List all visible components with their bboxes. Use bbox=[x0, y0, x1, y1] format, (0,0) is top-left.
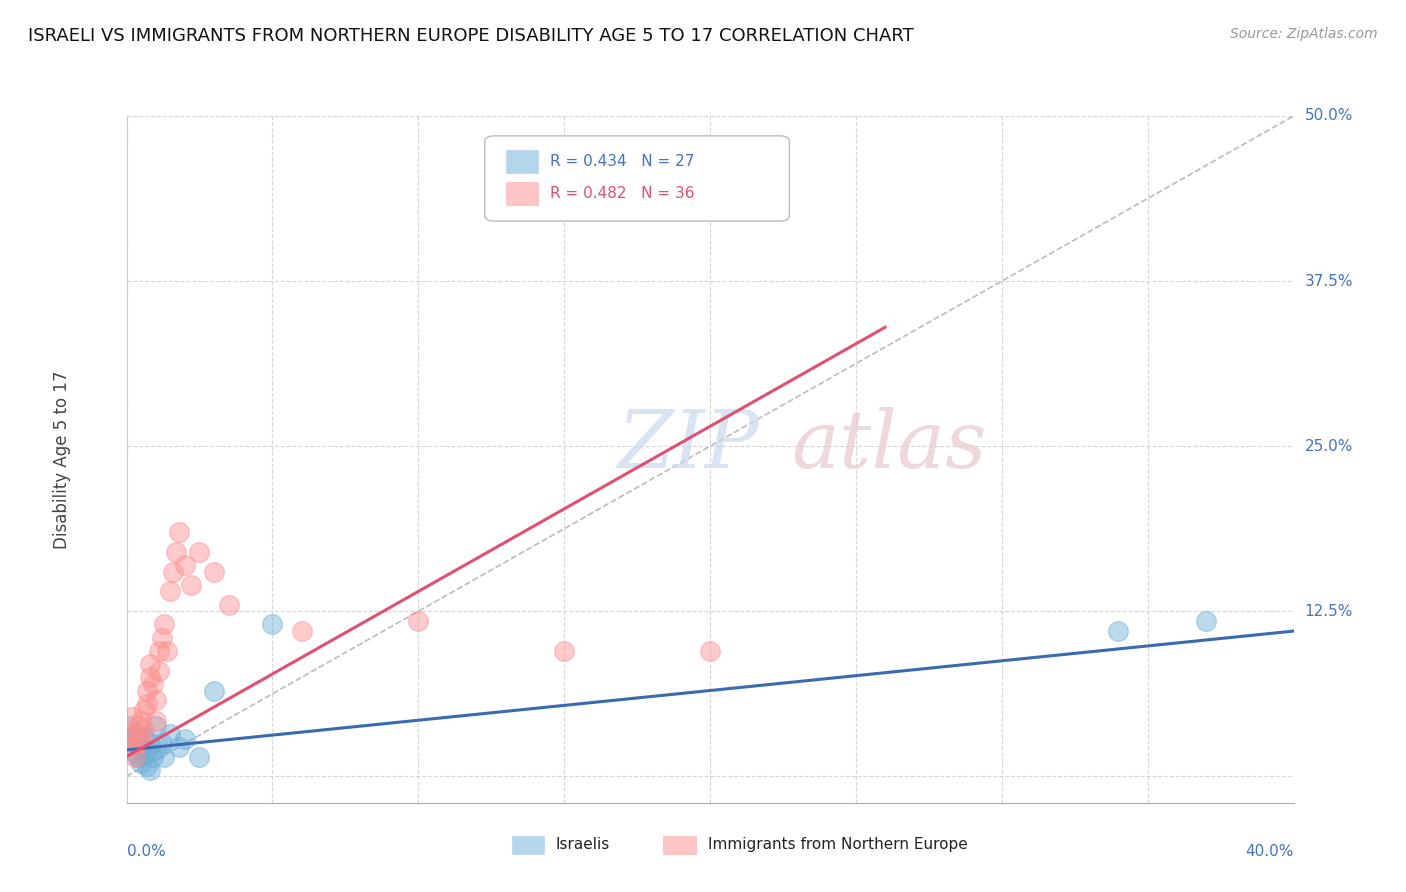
Point bbox=[156, 644, 179, 658]
Point bbox=[136, 759, 159, 773]
Point bbox=[153, 617, 176, 632]
Point bbox=[145, 743, 167, 757]
Text: R = 0.434   N = 27: R = 0.434 N = 27 bbox=[550, 153, 695, 169]
Point bbox=[139, 670, 162, 684]
FancyBboxPatch shape bbox=[664, 836, 696, 855]
Point bbox=[150, 631, 173, 645]
Point bbox=[167, 524, 190, 539]
Point bbox=[1108, 624, 1130, 639]
Point bbox=[145, 692, 167, 706]
Point bbox=[180, 578, 202, 592]
Text: R = 0.482   N = 36: R = 0.482 N = 36 bbox=[550, 186, 695, 201]
Point bbox=[153, 749, 176, 764]
Point bbox=[188, 545, 211, 559]
Text: Source: ZipAtlas.com: Source: ZipAtlas.com bbox=[1230, 27, 1378, 41]
Text: ISRAELI VS IMMIGRANTS FROM NORTHERN EUROPE DISABILITY AGE 5 TO 17 CORRELATION CH: ISRAELI VS IMMIGRANTS FROM NORTHERN EURO… bbox=[28, 27, 914, 45]
Point bbox=[159, 584, 181, 599]
Text: ZIP: ZIP bbox=[617, 407, 758, 484]
Point bbox=[174, 558, 197, 572]
Point bbox=[136, 683, 159, 698]
Point bbox=[129, 756, 152, 771]
Text: atlas: atlas bbox=[792, 407, 987, 484]
Point bbox=[136, 743, 159, 757]
Point bbox=[139, 657, 162, 672]
Point bbox=[148, 644, 170, 658]
Point bbox=[142, 749, 165, 764]
Point bbox=[132, 703, 155, 717]
Text: 40.0%: 40.0% bbox=[1246, 844, 1294, 859]
FancyBboxPatch shape bbox=[512, 836, 544, 855]
Text: 0.0%: 0.0% bbox=[127, 844, 166, 859]
Point bbox=[121, 710, 143, 724]
Point bbox=[162, 565, 184, 579]
Point bbox=[174, 732, 197, 747]
Point bbox=[124, 749, 146, 764]
Point bbox=[129, 714, 152, 728]
FancyBboxPatch shape bbox=[506, 150, 538, 173]
Point bbox=[129, 740, 152, 755]
Point bbox=[127, 749, 149, 764]
Point bbox=[408, 614, 430, 628]
Point bbox=[121, 740, 143, 755]
Text: 37.5%: 37.5% bbox=[1305, 274, 1353, 289]
Point bbox=[118, 719, 141, 733]
Point bbox=[127, 719, 149, 733]
Point bbox=[699, 644, 721, 658]
Point bbox=[132, 730, 155, 744]
Text: 12.5%: 12.5% bbox=[1305, 604, 1353, 619]
Point bbox=[124, 746, 146, 760]
Point bbox=[142, 677, 165, 691]
Text: Immigrants from Northern Europe: Immigrants from Northern Europe bbox=[707, 837, 967, 852]
Point bbox=[1195, 614, 1218, 628]
Point bbox=[150, 736, 173, 750]
Text: Disability Age 5 to 17: Disability Age 5 to 17 bbox=[53, 370, 72, 549]
Point bbox=[202, 683, 225, 698]
Point bbox=[124, 727, 146, 741]
Point bbox=[218, 598, 240, 612]
Point bbox=[148, 664, 170, 678]
Point bbox=[132, 746, 155, 760]
Point bbox=[165, 545, 187, 559]
Point bbox=[136, 697, 159, 711]
Point bbox=[129, 732, 152, 747]
FancyBboxPatch shape bbox=[506, 182, 538, 205]
Point bbox=[188, 749, 211, 764]
Point bbox=[132, 723, 155, 738]
Point bbox=[139, 736, 162, 750]
Point bbox=[127, 727, 149, 741]
Point bbox=[139, 763, 162, 777]
Point bbox=[159, 727, 181, 741]
Point bbox=[118, 730, 141, 744]
Text: 50.0%: 50.0% bbox=[1305, 109, 1353, 123]
Point bbox=[127, 736, 149, 750]
Text: 25.0%: 25.0% bbox=[1305, 439, 1353, 454]
FancyBboxPatch shape bbox=[485, 136, 789, 221]
Point bbox=[167, 740, 190, 755]
Text: Israelis: Israelis bbox=[555, 837, 610, 852]
Point bbox=[145, 714, 167, 728]
Point bbox=[262, 617, 284, 632]
Point bbox=[145, 719, 167, 733]
Point bbox=[290, 624, 312, 639]
Point bbox=[121, 732, 143, 747]
Point bbox=[202, 565, 225, 579]
Point bbox=[124, 736, 146, 750]
Point bbox=[553, 644, 575, 658]
